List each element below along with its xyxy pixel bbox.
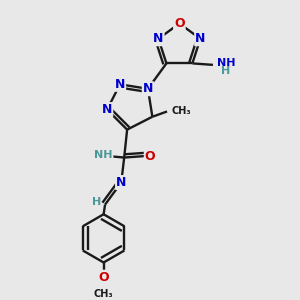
Text: N: N <box>116 176 126 189</box>
Text: H: H <box>92 196 101 207</box>
Text: N: N <box>195 32 206 45</box>
Text: CH₃: CH₃ <box>94 289 113 299</box>
Text: N: N <box>115 78 125 91</box>
Text: H: H <box>221 66 230 76</box>
Text: O: O <box>98 271 109 284</box>
Text: O: O <box>174 17 185 30</box>
Text: NH: NH <box>94 150 113 160</box>
Text: NH: NH <box>217 58 236 68</box>
Text: N: N <box>102 103 112 116</box>
Text: N: N <box>153 32 164 45</box>
Text: CH₃: CH₃ <box>172 106 191 116</box>
Text: O: O <box>145 150 155 163</box>
Text: N: N <box>143 82 153 95</box>
